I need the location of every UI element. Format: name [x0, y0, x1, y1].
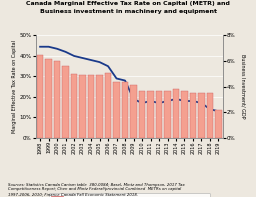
- Bar: [198, 93, 205, 138]
- Bar: [54, 61, 60, 138]
- Bar: [88, 75, 94, 138]
- Bar: [215, 110, 222, 138]
- Bar: [71, 74, 78, 138]
- Bar: [79, 75, 86, 138]
- Bar: [147, 91, 154, 138]
- Bar: [62, 66, 69, 138]
- Text: Canada Marginal Effective Tax Rate on Capital (METR) and: Canada Marginal Effective Tax Rate on Ca…: [26, 1, 230, 6]
- Legend: Business investment in machinery & equipment/ GDP (right axis), Canada Marginal : Business investment in machinery & equip…: [49, 193, 210, 197]
- Y-axis label: Marginal Effective Tax Rate on Capital: Marginal Effective Tax Rate on Capital: [12, 40, 17, 133]
- Bar: [190, 93, 196, 138]
- Text: Sources: Statistics Canada Canism table  380-0084; Basel, Mintz and Thompson, 20: Sources: Statistics Canada Canism table …: [8, 183, 184, 196]
- Bar: [164, 91, 171, 138]
- Bar: [96, 75, 103, 138]
- Bar: [207, 93, 214, 138]
- Bar: [45, 59, 52, 138]
- Text: Business investment in machinery and equipment: Business investment in machinery and equ…: [39, 9, 217, 14]
- Bar: [173, 89, 179, 138]
- Bar: [113, 82, 120, 138]
- Bar: [139, 91, 145, 138]
- Bar: [122, 82, 129, 138]
- Bar: [181, 91, 188, 138]
- Bar: [156, 91, 162, 138]
- Bar: [130, 85, 137, 138]
- Bar: [105, 73, 111, 138]
- Y-axis label: Business Investment/ GDP: Business Investment/ GDP: [240, 54, 245, 119]
- Bar: [37, 55, 44, 138]
